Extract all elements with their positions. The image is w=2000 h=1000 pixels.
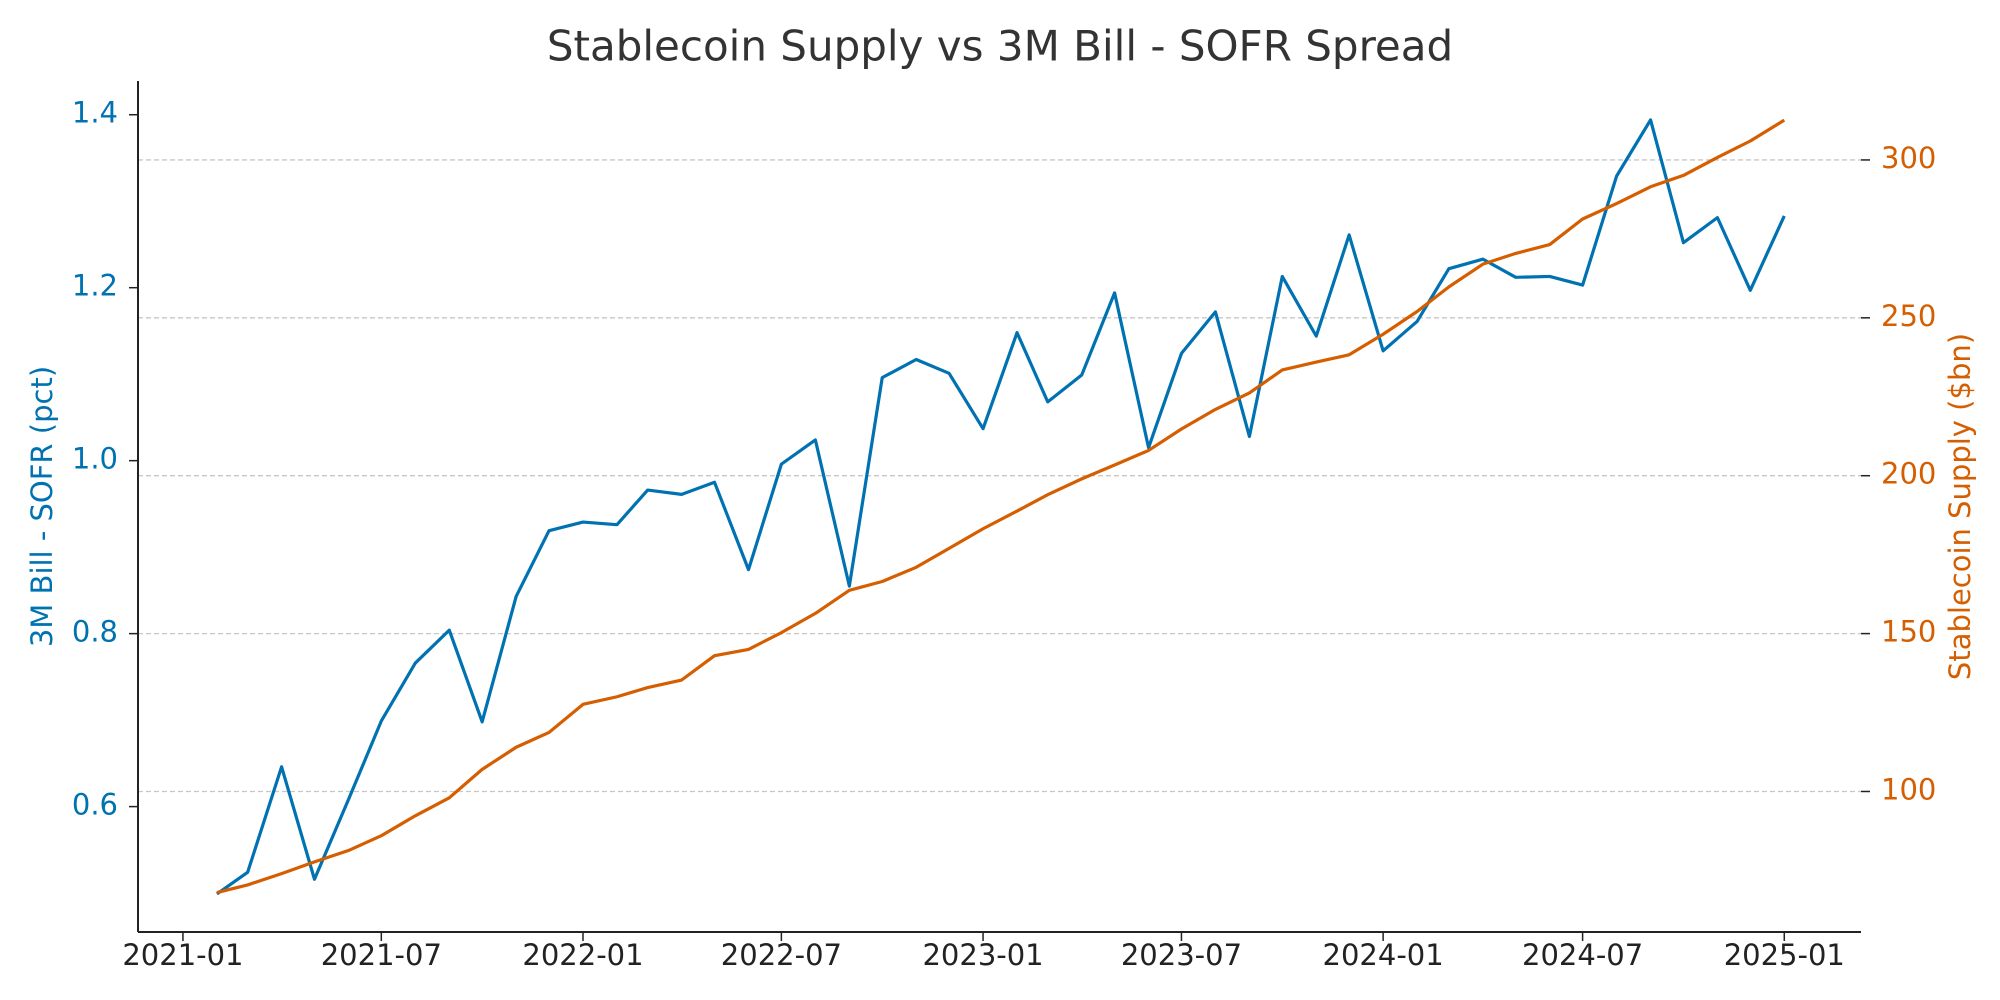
x-tick-label: 2024-07 — [1522, 938, 1643, 972]
x-tick-label: 2022-01 — [522, 938, 643, 972]
y2-tick-label: 250 — [1881, 299, 1936, 333]
chart-title: Stablecoin Supply vs 3M Bill - SOFR Spre… — [547, 22, 1453, 71]
x-tick-label: 2023-07 — [1121, 938, 1242, 972]
x-tick-label: 2022-07 — [721, 938, 842, 972]
x-tick-label: 2021-07 — [321, 938, 442, 972]
y2-axis-label: Stablecoin Supply ($bn) — [1943, 333, 1977, 680]
x-tick-label: 2021-01 — [122, 938, 243, 972]
y-tick-label: 1.0 — [72, 442, 118, 476]
series-line — [215, 118, 1786, 896]
y2-tick-label: 150 — [1881, 615, 1936, 649]
y2-tick-label: 200 — [1881, 457, 1936, 491]
y-tick-label: 0.8 — [72, 615, 118, 649]
y2-tick-label: 100 — [1881, 772, 1936, 806]
y2-tick-label: 300 — [1881, 141, 1936, 175]
x-tick-label: 2025-01 — [1724, 938, 1845, 972]
x-tick-label: 2023-01 — [922, 938, 1043, 972]
x-tick-label: 2024-01 — [1323, 938, 1444, 972]
series-line — [216, 118, 1786, 895]
y-tick-label: 0.6 — [72, 788, 118, 822]
y-tick-label: 1.4 — [72, 96, 118, 130]
y-axis-label: 3M Bill - SOFR (pct) — [25, 366, 59, 647]
y-tick-label: 1.2 — [72, 269, 118, 303]
